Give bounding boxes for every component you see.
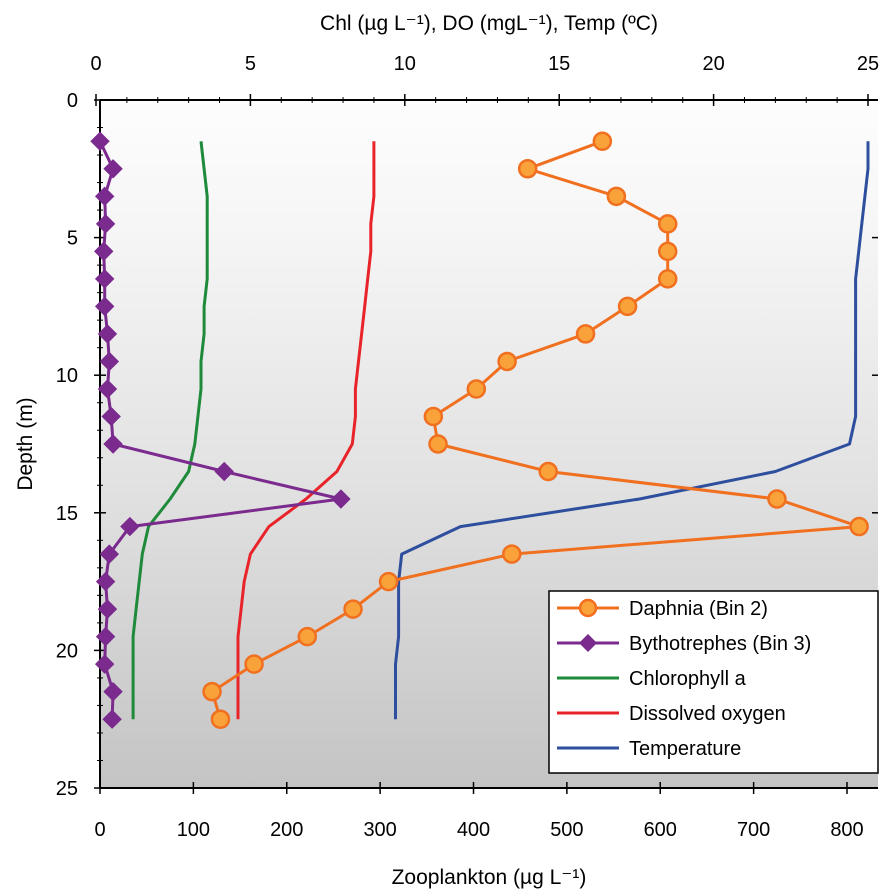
legend-box (548, 590, 879, 774)
bottom-tick-label: 500 (550, 819, 583, 841)
data-point (657, 269, 678, 289)
data-point (428, 434, 448, 454)
legend: Daphnia (Bin 2) Bythotrephes (Bin 3) Chlor… (548, 590, 879, 774)
y-tick-label: 15 (56, 503, 78, 525)
data-point (466, 379, 487, 399)
data-point (94, 269, 115, 289)
data-point (423, 406, 444, 427)
data-point (657, 214, 678, 234)
data-point (95, 571, 116, 592)
top-tick-label: 20 (702, 53, 724, 75)
legend-item: Dissolved oxygen (557, 703, 786, 725)
top-tick-label: 25 (857, 53, 879, 75)
data-point (97, 379, 118, 399)
data-point (538, 461, 558, 482)
data-point (102, 709, 122, 729)
bottom-tick-label: 800 (830, 819, 863, 841)
data-point (497, 351, 517, 372)
series-layer (90, 131, 870, 729)
legend-item: Daphnia (Bin 2) (557, 598, 768, 620)
data-point (120, 516, 140, 537)
y-tick-label: 5 (67, 228, 78, 250)
bottom-tick-label: 0 (94, 819, 105, 841)
data-point (606, 186, 627, 207)
bottom-tick-label: 400 (457, 819, 490, 841)
data-point (575, 324, 596, 344)
data-point (103, 681, 123, 702)
data-point (94, 296, 115, 317)
series-chlorophyll-a (131, 141, 209, 720)
top-tick-label: 15 (548, 53, 570, 75)
data-point (90, 131, 110, 151)
series-line (98, 140, 343, 720)
data-point (214, 461, 234, 482)
data-point (331, 489, 351, 509)
data-point (297, 626, 318, 647)
data-point (343, 599, 363, 619)
data-point (617, 296, 638, 317)
legend-label: Daphnia (Bin 2) (629, 598, 768, 620)
y-tick-label: 20 (56, 640, 78, 662)
top-axis-title: Chl (µg L⁻¹), DO (mgL⁻¹), Temp (ºC) (320, 12, 658, 35)
bottom-tick-label: 100 (177, 819, 210, 841)
y-tick-label: 0 (67, 90, 78, 112)
series-line (236, 141, 376, 720)
y-tick-label: 10 (56, 365, 78, 387)
data-point (517, 159, 538, 179)
data-point (657, 241, 678, 262)
legend-label: Temperature (629, 738, 741, 760)
data-point (849, 516, 869, 537)
series-temperature (394, 141, 870, 720)
legend-label: Chlorophyll a (629, 668, 747, 690)
data-point (101, 406, 121, 427)
bottom-tick-label: 200 (270, 819, 303, 841)
top-tick-label: 0 (90, 53, 101, 75)
legend-item: Chlorophyll a (557, 668, 747, 690)
data-point (767, 489, 787, 509)
data-point (95, 214, 116, 234)
data-point (94, 241, 114, 262)
data-point (95, 626, 116, 647)
data-point (210, 709, 231, 729)
data-point (202, 681, 222, 702)
data-point (94, 186, 115, 207)
data-point (103, 159, 123, 179)
data-point (378, 571, 399, 592)
legend-marker (578, 598, 598, 618)
top-tick-label: 10 (394, 53, 416, 75)
data-point (592, 131, 613, 152)
data-point (244, 654, 264, 674)
bottom-tick-label: 300 (363, 819, 396, 841)
legend-label: Dissolved oxygen (629, 703, 786, 725)
data-point (97, 324, 118, 344)
y-tick-label: 25 (56, 778, 78, 800)
legend-item: Temperature (557, 738, 741, 760)
data-point (99, 351, 120, 372)
series-line (394, 141, 870, 720)
y-axis-title: Depth (m) (14, 397, 37, 490)
series-line (131, 141, 209, 720)
legend-marker (579, 634, 597, 652)
series-daphnia-bin-2 (202, 131, 869, 729)
bottom-tick-label: 600 (644, 819, 677, 841)
data-point (97, 599, 118, 619)
top-tick-label: 5 (245, 53, 256, 75)
data-point (502, 544, 522, 564)
series-bythotrephes-bin-3 (90, 131, 351, 729)
bottom-axis-title: Zooplankton (µg L⁻¹) (392, 866, 587, 889)
data-point (99, 544, 120, 564)
axes: 0 5 10 15 20 25 0 5 10 15 20 25 0 100 200 300 400 500 600 7… (56, 53, 879, 841)
data-point (94, 654, 115, 674)
series-dissolved-oxygen (236, 141, 376, 720)
legend-label: Bythotrephes (Bin 3) (629, 633, 811, 655)
bottom-tick-label: 700 (737, 819, 770, 841)
data-point (103, 434, 123, 454)
series-line (210, 139, 861, 720)
legend-item: Bythotrephes (Bin 3) (557, 633, 811, 655)
